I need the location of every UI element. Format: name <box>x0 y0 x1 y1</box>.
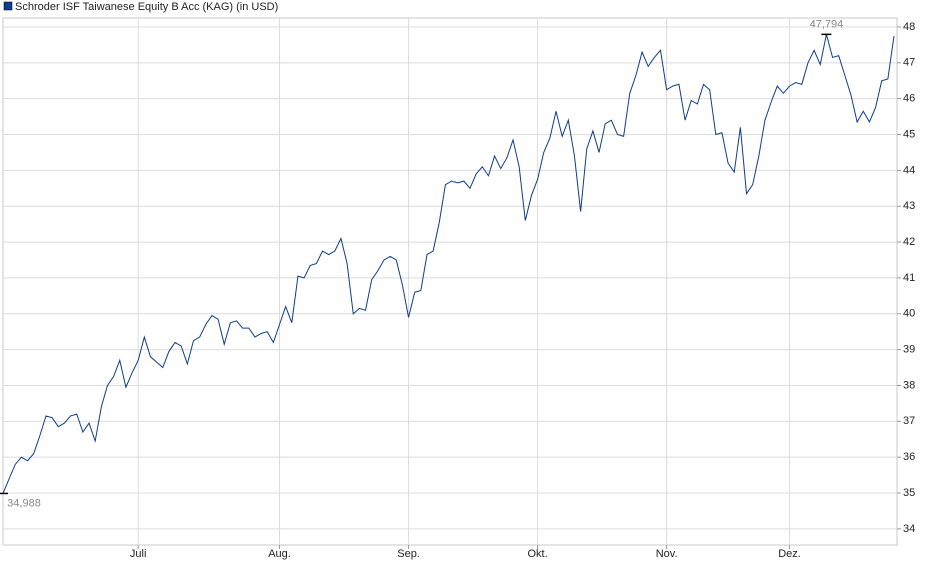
legend-label: Schroder ISF Taiwanese Equity B Acc (KAG… <box>15 1 278 13</box>
y-tick-label: 38 <box>903 379 915 391</box>
y-tick-label: 40 <box>903 308 915 320</box>
y-tick-label: 47 <box>903 57 915 69</box>
annotation: 47,794 <box>810 18 844 30</box>
y-tick-label: 42 <box>903 236 915 248</box>
y-tick-label: 37 <box>903 415 915 427</box>
y-tick-label: 41 <box>903 272 915 284</box>
y-tick-label: 36 <box>903 451 915 463</box>
y-tick-label: 46 <box>903 93 915 105</box>
x-tick-label: Juli <box>130 548 147 560</box>
x-tick-label: Nov. <box>656 548 678 560</box>
x-tick-label: Okt. <box>528 548 548 560</box>
y-tick-label: 44 <box>903 164 915 176</box>
legend-swatch <box>3 1 13 11</box>
y-tick-label: 35 <box>903 487 915 499</box>
x-tick-label: Aug. <box>268 548 291 560</box>
series-line <box>2 34 895 494</box>
x-tick-label: Sep. <box>397 548 420 560</box>
y-tick-label: 48 <box>903 21 915 33</box>
y-tick-label: 34 <box>903 523 915 535</box>
y-tick-label: 39 <box>903 344 915 356</box>
y-tick-label: 45 <box>903 128 915 140</box>
annotation: 34,988 <box>7 497 41 509</box>
plot-frame <box>2 17 898 546</box>
x-tick-label: Dez. <box>778 548 801 560</box>
y-tick-label: 43 <box>903 200 915 212</box>
